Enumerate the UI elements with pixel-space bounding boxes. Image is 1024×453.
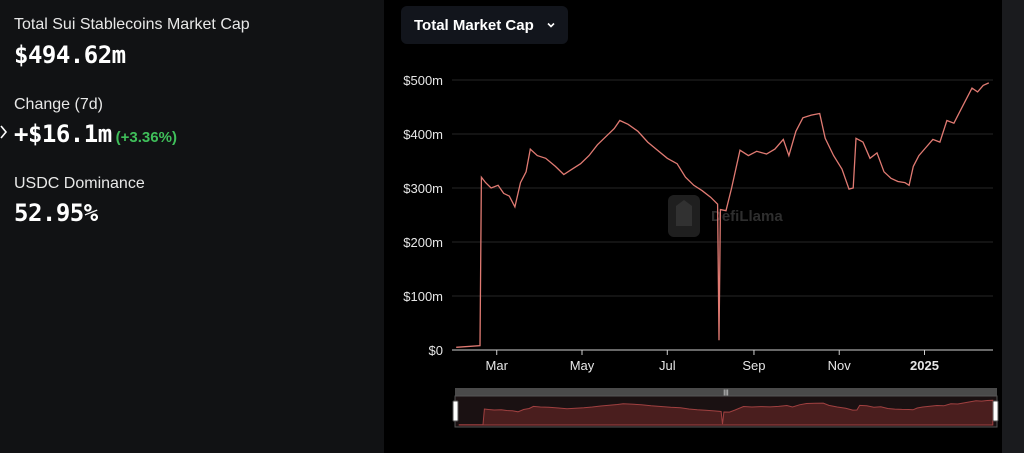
brush-left-handle[interactable] — [452, 400, 459, 422]
y-axis: $0 $100m $200m $300m $400m $500m — [403, 73, 443, 358]
chevron-down-icon — [547, 22, 555, 28]
change-percent: (+3.36%) — [115, 129, 177, 146]
x-tick-label: Sep — [742, 358, 765, 373]
y-tick-label: $300m — [403, 181, 443, 196]
x-axis: Mar May Jul Sep Nov 2025 — [452, 349, 993, 373]
change-value: +$16.1m — [14, 120, 112, 148]
market-cap-line — [456, 82, 990, 348]
x-tick-label: Mar — [486, 358, 509, 373]
change-label: Change (7d) — [14, 96, 103, 113]
dominance-label: USDC Dominance — [14, 175, 145, 192]
brush-right-handle[interactable] — [992, 400, 999, 422]
stats-panel: Total Sui Stablecoins Market Cap $494.62… — [0, 0, 384, 453]
y-tick-label: $500m — [403, 73, 443, 88]
page-edge — [1002, 0, 1024, 453]
market-cap-label: Total Sui Stablecoins Market Cap — [14, 16, 250, 33]
metric-dropdown-label: Total Market Cap — [414, 16, 534, 34]
chevron-right-icon[interactable] — [0, 125, 8, 139]
watermark-text: DefiLlama — [711, 208, 783, 225]
y-tick-label: $400m — [403, 127, 443, 142]
market-cap-value: $494.62m — [14, 41, 126, 69]
watermark: DefiLlama — [668, 195, 783, 237]
brush-handle-bar[interactable] — [455, 388, 997, 396]
range-brush[interactable]: ||| — [452, 388, 999, 428]
brush-grip-icon[interactable]: ||| — [723, 390, 729, 397]
y-tick-label: $200m — [403, 235, 443, 250]
x-tick-label: May — [570, 358, 595, 373]
metric-dropdown[interactable]: Total Market Cap — [401, 6, 568, 44]
x-tick-label: Jul — [659, 358, 676, 373]
change-value-row: +$16.1m (+3.36%) — [14, 120, 177, 148]
dominance-value: 52.95% — [14, 199, 98, 227]
x-tick-label: Nov — [828, 358, 852, 373]
y-tick-label: $100m — [403, 289, 443, 304]
y-tick-label: $0 — [429, 343, 443, 358]
brush-mini-chart — [458, 399, 994, 426]
x-tick-label: 2025 — [910, 358, 939, 373]
